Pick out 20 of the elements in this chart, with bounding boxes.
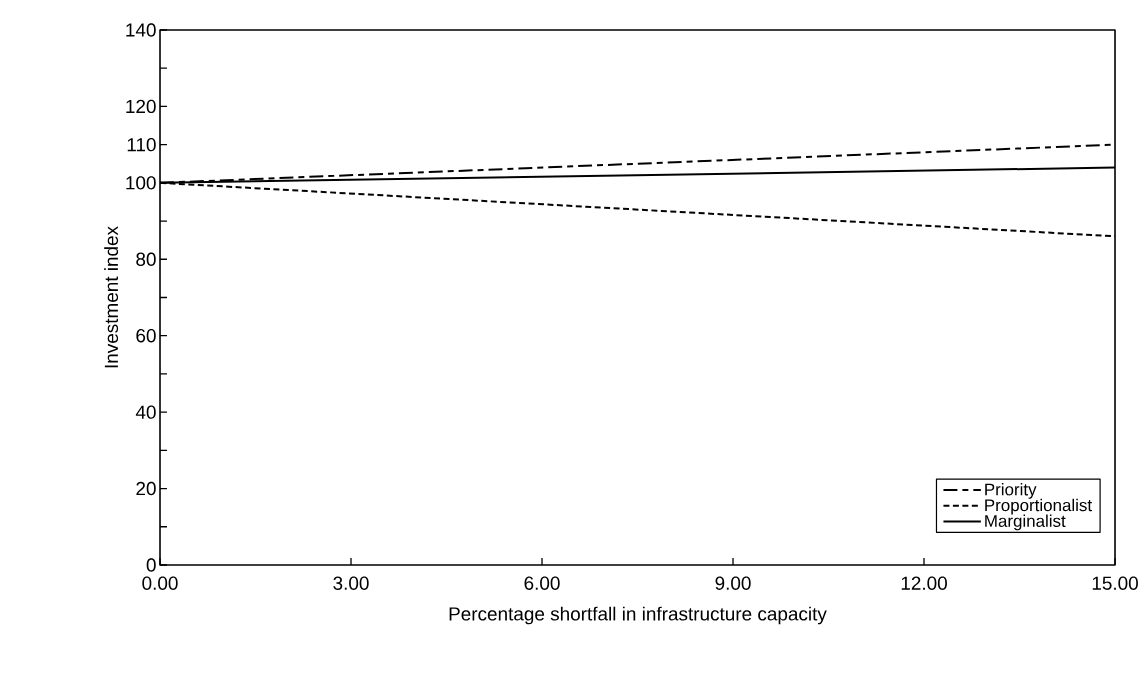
y-tick-label: 140 bbox=[126, 23, 156, 37]
y-axis-title: Investment index bbox=[104, 226, 119, 368]
y-tick-label: 110 bbox=[127, 137, 156, 152]
x-tick-label: 6.00 bbox=[524, 576, 560, 590]
x-tick-label: 9.00 bbox=[715, 576, 751, 590]
x-tick-label: 3.00 bbox=[333, 576, 369, 590]
x-tick-label: 15.00 bbox=[1092, 576, 1138, 590]
legend-label: Marginalist bbox=[985, 514, 1066, 531]
y-tick-label: 20 bbox=[136, 481, 156, 496]
y-tick-label: 100 bbox=[126, 176, 156, 190]
y-tick-label: 60 bbox=[136, 329, 156, 343]
x-tick-label: 12.00 bbox=[901, 576, 947, 590]
x-tick-label: 0.00 bbox=[142, 576, 178, 590]
y-tick-label: 120 bbox=[126, 99, 156, 114]
y-tick-label: 40 bbox=[135, 405, 156, 419]
legend-label: Proportionalist bbox=[985, 498, 1092, 515]
y-tick-label: 0 bbox=[146, 558, 156, 572]
x-axis-title: Percentage shortfall in infrastructure capacity bbox=[449, 606, 827, 625]
legend-label: Priority bbox=[985, 483, 1037, 499]
y-tick-label: 80 bbox=[136, 252, 156, 266]
